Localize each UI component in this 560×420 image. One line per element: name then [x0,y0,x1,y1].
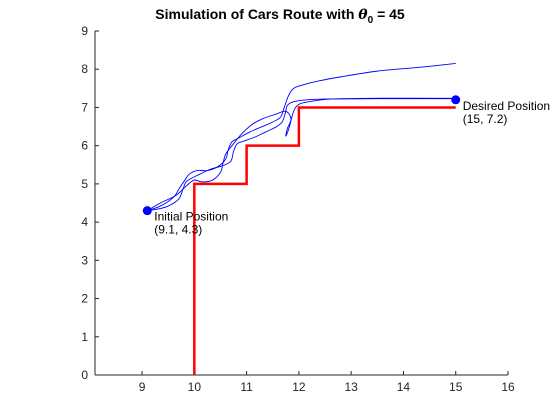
y-tick-label: 4 [81,215,88,229]
initial-position-marker [142,206,152,216]
car-route-line [147,63,456,212]
chart-title-main: Simulation of Cars Route with [155,6,358,22]
x-tick-label: 11 [240,380,253,394]
y-tick-label: 5 [81,177,88,191]
x-tick-label: 13 [344,380,358,394]
chart-title-subscript: 0 [368,15,374,26]
y-tick-label: 0 [81,368,88,382]
x-tick-label: 9 [139,380,146,394]
chart-title-suffix: = 45 [373,6,405,22]
chart-title: Simulation of Cars Route with θ0 = 45 [155,6,405,26]
x-tick-label: 16 [501,380,515,394]
y-tick-label: 6 [81,139,88,153]
desired-position-marker [451,95,461,105]
y-tick-label: 1 [81,330,88,344]
x-tick-label: 12 [292,380,306,394]
desired-position-coords: (15, 7.2) [463,112,508,126]
car-route-line [147,97,456,212]
x-tick-label: 14 [397,380,411,394]
y-tick-label: 2 [81,292,88,306]
y-tick-label: 7 [81,100,88,114]
y-tick-label: 9 [81,24,88,38]
series-group [147,63,456,375]
markers-group: Initial Position(9.1, 4.3) Desired Positi… [142,95,550,237]
initial-position-coords: (9.1, 4.3) [154,223,202,237]
y-tick-label: 8 [81,62,88,76]
road-line [193,106,456,375]
x-tick-label: 15 [449,380,463,394]
chart-title-theta: θ [358,7,368,23]
x-tick-label: 10 [188,380,202,394]
desired-position-label: Desired Position [463,99,550,113]
y-tick-label: 3 [81,253,88,267]
initial-position-label: Initial Position [154,210,228,224]
